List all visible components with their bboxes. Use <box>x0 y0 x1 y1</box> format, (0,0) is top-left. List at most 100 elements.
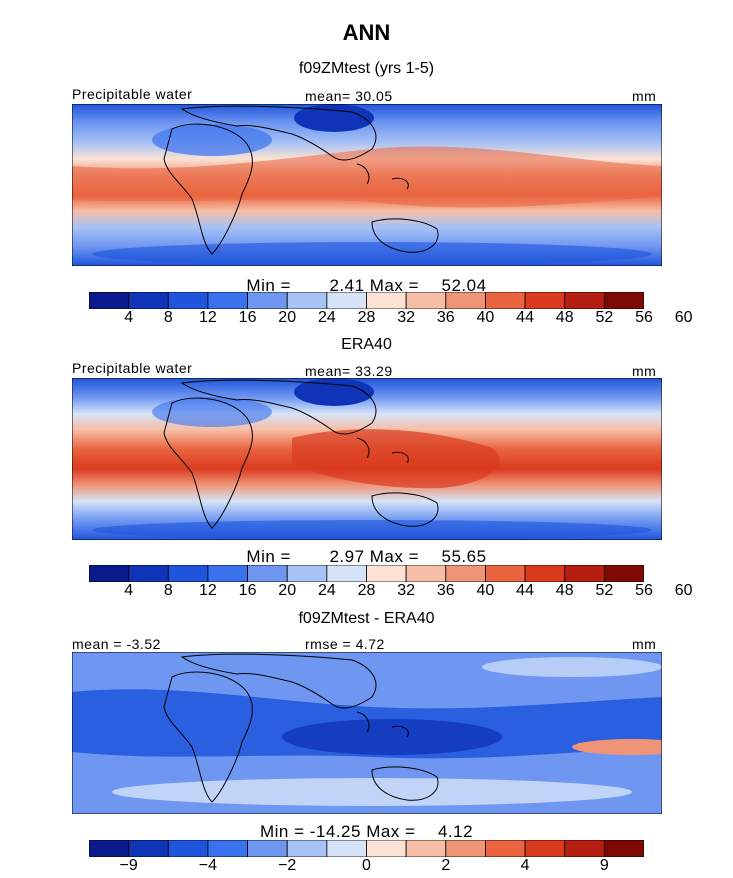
panel-3-map <box>72 652 662 814</box>
colorbar-swatch <box>366 840 407 857</box>
colorbar-swatch <box>167 565 209 582</box>
panel-3-title: f09ZMtest - ERA40 <box>298 610 435 627</box>
colorbar-swatch <box>603 840 644 857</box>
colorbar-swatch <box>405 565 447 582</box>
colorbar-tick-label: 60 <box>674 309 693 326</box>
colorbar-tick-label: 16 <box>238 309 257 326</box>
colorbar-tick-label: 20 <box>278 309 297 326</box>
panel-2-map <box>72 378 662 540</box>
colorbar-swatch <box>564 565 605 582</box>
colorbar-swatch <box>89 292 130 309</box>
panel-2-min-value: 2.97 <box>329 547 365 566</box>
panel-3-min-label: Min = <box>259 822 305 841</box>
colorbar-tick-label: 4 <box>124 582 134 599</box>
panel-2-colorbar <box>89 565 644 582</box>
colorbar-tick-label: 56 <box>635 582 653 599</box>
colorbar-tick-label: 52 <box>595 309 614 326</box>
panel-2-colorbar-ticks: 4 8 12 16 20 24 28 32 36 40 44 48 52 56 60 <box>89 582 692 602</box>
colorbar-tick-label: 9 <box>599 857 609 874</box>
colorbar-tick-label: 32 <box>397 582 416 599</box>
panel-1-max-label: Max = <box>369 276 420 295</box>
colorbar-swatch <box>167 840 209 857</box>
panel-2-dry-southern <box>92 520 652 540</box>
colorbar-swatch <box>524 292 566 309</box>
colorbar-swatch <box>524 565 566 582</box>
colorbar-swatch <box>167 292 209 309</box>
colorbar-swatch <box>603 292 644 309</box>
panel-1-warm-band <box>72 146 662 208</box>
panel-3-min-value: -14.25 <box>309 822 361 841</box>
colorbar-tick-label: 12 <box>199 309 217 326</box>
colorbar-swatch <box>485 840 526 857</box>
panel-3-surplus-pacific <box>572 739 662 755</box>
colorbar-swatch <box>89 840 130 857</box>
panel-3-mean-label: mean = -3.52 <box>72 636 161 652</box>
panel-2-dry-sahara <box>152 397 272 427</box>
colorbar-swatch <box>366 292 407 309</box>
colorbar-tick-label: 44 <box>516 309 534 326</box>
panel-1-dry-southern <box>92 242 652 266</box>
colorbar-tick-label: 28 <box>357 582 376 599</box>
colorbar-swatch <box>207 565 248 582</box>
panel-3-colorbar <box>89 840 644 857</box>
colorbar-tick-label: −4 <box>198 857 218 874</box>
colorbar-tick-label: −9 <box>119 857 138 874</box>
figure-title: ANN <box>342 20 391 45</box>
colorbar-swatch <box>564 840 605 857</box>
colorbar-tick-label: 48 <box>555 309 574 326</box>
colorbar-swatch <box>326 565 367 582</box>
panel-2-dry-himalaya <box>294 378 374 406</box>
colorbar-swatch <box>326 840 367 857</box>
colorbar-tick-label: 20 <box>278 582 297 599</box>
colorbar-swatch <box>128 292 169 309</box>
panel-3-units-label: mm <box>632 636 657 652</box>
colorbar-tick-label: −2 <box>278 857 297 874</box>
colorbar-swatch <box>247 292 288 309</box>
panel-2-title: ERA40 <box>341 336 392 353</box>
panel-1-units-label: mm <box>632 88 657 104</box>
colorbar-tick-label: 36 <box>436 309 455 326</box>
colorbar-tick-label: 4 <box>124 309 134 326</box>
panel-1-max-value: 52.04 <box>441 276 487 295</box>
colorbar-tick-label: 28 <box>357 309 376 326</box>
colorbar-tick-label: 8 <box>163 309 173 326</box>
colorbar-swatch <box>405 840 447 857</box>
colorbar-tick-label: 12 <box>199 582 217 599</box>
colorbar-swatch <box>326 292 367 309</box>
panel-3-max-label: Max = <box>366 822 416 841</box>
panel-2-mean-label: mean= 33.29 <box>305 363 393 379</box>
panel-1-coastlines <box>163 105 439 255</box>
colorbar-tick-label: 44 <box>516 582 534 599</box>
colorbar-tick-label: 16 <box>238 582 257 599</box>
colorbar-swatch <box>207 840 248 857</box>
colorbar-swatch <box>247 565 288 582</box>
colorbar-swatch <box>286 292 328 309</box>
colorbar-swatch <box>603 565 644 582</box>
colorbar-swatch <box>286 565 328 582</box>
colorbar-swatch <box>128 565 169 582</box>
colorbar-swatch <box>524 840 566 857</box>
colorbar-swatch <box>207 292 248 309</box>
colorbar-swatch <box>286 840 328 857</box>
panel-3-coastlines <box>163 653 439 803</box>
colorbar-swatch <box>485 565 526 582</box>
panel-3-neutral-south <box>112 778 632 806</box>
panel-3-neutral-north <box>482 657 662 677</box>
colorbar-tick-label: 4 <box>520 857 530 874</box>
colorbar-tick-label: 2 <box>441 857 451 874</box>
colorbar-tick-label: 40 <box>476 582 495 599</box>
colorbar-swatch <box>405 292 447 309</box>
panel-2-variable-label: Precipitable water <box>72 360 193 376</box>
panel-1-colorbar <box>89 292 644 309</box>
panel-2-units-label: mm <box>632 363 657 379</box>
colorbar-swatch <box>247 840 288 857</box>
colorbar-swatch <box>445 840 486 857</box>
colorbar-tick-label: 24 <box>317 582 336 599</box>
panel-1-minmax: Min = 2.41 Max = 52.04 <box>0 276 733 296</box>
colorbar-tick-label: 48 <box>555 582 574 599</box>
colorbar-tick-label: 8 <box>163 582 173 599</box>
panel-2-max-label: Max = <box>369 547 420 566</box>
panel-2-coastlines <box>163 379 439 529</box>
colorbar-swatch <box>485 292 526 309</box>
colorbar-tick-label: 24 <box>317 309 336 326</box>
